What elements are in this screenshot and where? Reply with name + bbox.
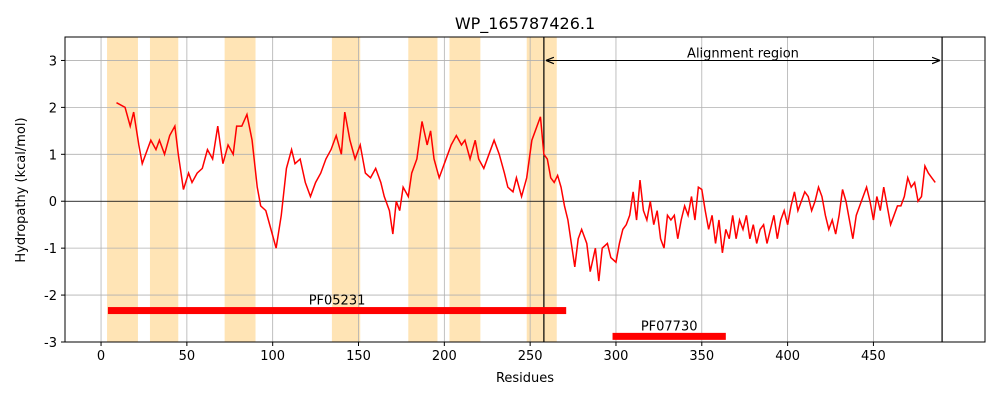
hydropathy-line: [116, 102, 936, 282]
domain-bar: [107, 307, 567, 315]
y-axis-label: Hydropathy (kcal/mol): [14, 117, 29, 262]
x-tick-label: 50: [179, 349, 196, 364]
x-tick-label: 100: [260, 349, 285, 364]
x-tick-label: 300: [604, 349, 629, 364]
x-axis-label: Residues: [496, 371, 554, 386]
tm-region: [224, 37, 256, 342]
plot-frame: [64, 36, 986, 343]
alignment-label: Alignment region: [687, 46, 799, 61]
tm-region: [107, 37, 138, 342]
y-tick-label: -3: [44, 336, 57, 351]
x-tick-label: 250: [518, 349, 543, 364]
y-tick-label: 3: [49, 54, 57, 69]
chart-title: WP_165787426.1: [455, 14, 595, 34]
x-tick-label: 150: [346, 349, 371, 364]
tm-region: [449, 37, 481, 342]
x-tick-label: 400: [775, 349, 800, 364]
x-tick-label: 450: [861, 349, 886, 364]
tm-region: [331, 37, 361, 342]
domain-bar: [612, 332, 726, 340]
domain-label: PF07730: [641, 319, 698, 334]
tm-region: [149, 37, 179, 342]
tm-region: [408, 37, 438, 342]
y-tick-label: 2: [49, 101, 57, 116]
x-tick-label: 0: [97, 349, 105, 364]
y-tick-label: 0: [49, 195, 57, 210]
x-tick-label: 200: [432, 349, 457, 364]
y-tick-label: -1: [44, 242, 57, 257]
x-tick-label: 350: [689, 349, 714, 364]
y-tick-label: 1: [49, 148, 57, 163]
domain-label: PF05231: [309, 294, 366, 309]
tm-region: [526, 37, 557, 342]
y-tick-label: -2: [44, 289, 57, 304]
